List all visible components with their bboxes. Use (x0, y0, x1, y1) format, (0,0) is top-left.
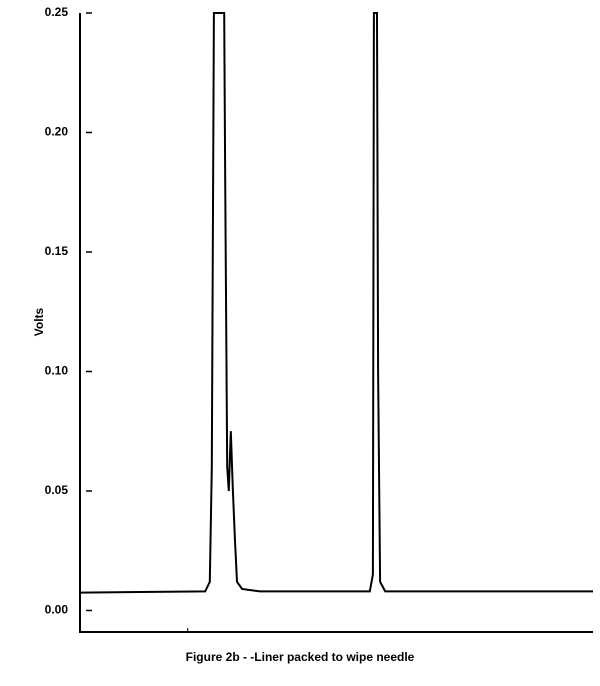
y-tick-label: 0.10 (45, 364, 69, 378)
y-tick-label: 0.15 (45, 244, 69, 258)
y-tick-label: 0.25 (45, 5, 69, 19)
y-tick-label: 0.20 (45, 125, 69, 139)
caption: Figure 2b - -Liner packed to wipe needle (186, 650, 415, 664)
trace (79, 12, 593, 594)
y-tick-label: 0.05 (45, 483, 69, 497)
y-tick-label: 0.00 (45, 603, 69, 617)
y-axis-label: Volts (32, 307, 46, 336)
